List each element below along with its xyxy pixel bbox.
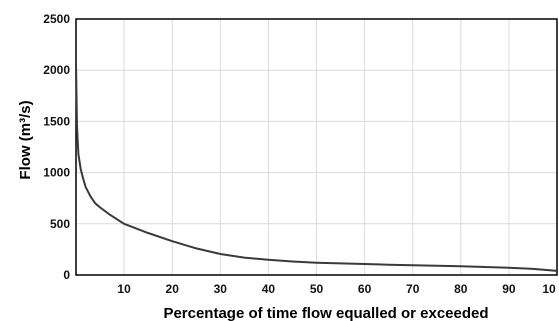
- x-tick-label: 20: [166, 282, 180, 296]
- y-tick-labels: 0 500 1000 1500 2000 2500: [43, 12, 70, 282]
- grid-lines: [76, 18, 558, 276]
- y-tick-label: 2000: [43, 63, 70, 77]
- x-axis-title: Percentage of time flow equalled or exce…: [163, 305, 488, 321]
- x-tick-label: 30: [214, 282, 228, 296]
- y-tick-label: 1000: [43, 166, 70, 180]
- y-axis-title: Flow (m³/s): [17, 100, 34, 179]
- plot-area-frame: [75, 18, 558, 276]
- flow-duration-curve: [75, 64, 558, 272]
- x-tick-labels: 10 20 30 40 50 60 70 80 90 10: [117, 282, 556, 296]
- x-tick-label: 80: [454, 282, 468, 296]
- series-layer: [75, 64, 558, 272]
- x-tick-label: 10: [542, 282, 556, 296]
- x-tick-label: 10: [117, 282, 131, 296]
- x-tick-label: 40: [262, 282, 276, 296]
- x-tick-label: 50: [310, 282, 324, 296]
- y-tick-label: 0: [63, 268, 70, 282]
- y-tick-label: 2500: [43, 12, 70, 26]
- x-tick-label: 70: [406, 282, 420, 296]
- x-tick-label: 90: [502, 282, 516, 296]
- y-tick-label: 1500: [43, 114, 70, 128]
- y-tick-label: 500: [50, 217, 70, 231]
- x-tick-label: 60: [358, 282, 372, 296]
